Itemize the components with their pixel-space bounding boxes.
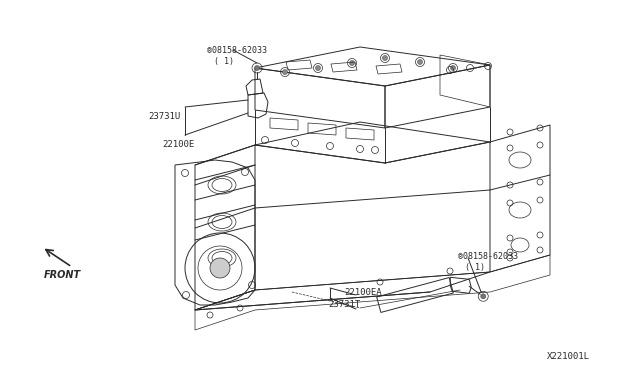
Circle shape	[210, 258, 230, 278]
Circle shape	[255, 65, 259, 71]
Circle shape	[481, 294, 486, 299]
Text: FRONT: FRONT	[44, 270, 81, 280]
Circle shape	[417, 60, 422, 64]
Text: ( 1): ( 1)	[214, 57, 234, 66]
Circle shape	[451, 65, 456, 71]
Text: ( 1): ( 1)	[465, 263, 485, 272]
Text: 22100EA: 22100EA	[344, 288, 381, 297]
Text: X221001L: X221001L	[547, 352, 590, 361]
Circle shape	[383, 55, 387, 61]
Text: ®08158-62033: ®08158-62033	[207, 46, 267, 55]
Text: 22100E: 22100E	[162, 140, 195, 149]
Circle shape	[349, 61, 355, 65]
Text: 23731T: 23731T	[328, 300, 360, 309]
Text: ®08158-62033: ®08158-62033	[458, 252, 518, 261]
Circle shape	[316, 65, 321, 71]
Text: 23731U: 23731U	[148, 112, 180, 121]
Circle shape	[282, 70, 287, 74]
